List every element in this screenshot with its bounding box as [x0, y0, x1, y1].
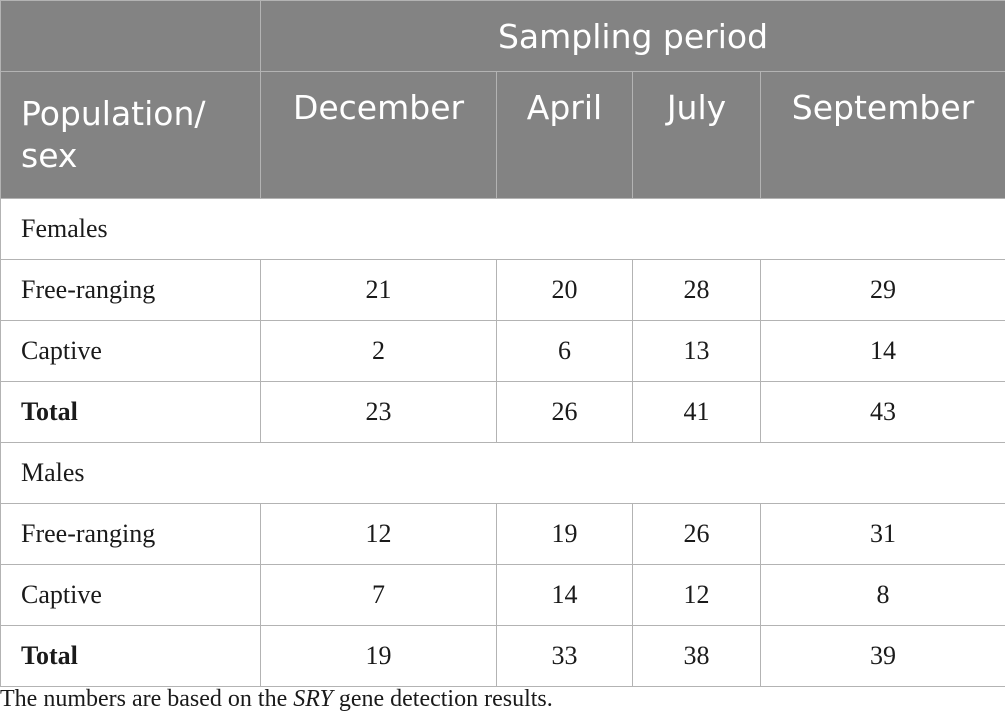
cell-value: 28 [632, 259, 761, 321]
header-december: December [260, 71, 497, 199]
sex-header-line: sex [21, 136, 78, 175]
table-footnote: The numbers are based on the SRY gene de… [0, 686, 553, 713]
table-row: Free-ranging 21 20 28 29 [0, 259, 1005, 321]
footnote-after: gene detection results. [332, 686, 553, 712]
cell-value: 38 [632, 625, 761, 687]
total-row: Total 23 26 41 43 [0, 381, 1005, 443]
cell-value: 13 [632, 320, 761, 382]
cell-value: 41 [632, 381, 761, 443]
group-row-males: Males [0, 442, 1005, 504]
header-empty-cell [0, 0, 261, 72]
group-label-males: Males [0, 442, 1005, 504]
cell-value: 14 [759, 320, 1005, 382]
header-july: July [632, 71, 761, 199]
total-row: Total 19 33 38 39 [0, 625, 1005, 687]
group-label-females: Females [0, 198, 1005, 260]
cell-value: 12 [260, 503, 497, 565]
header-september: September [759, 71, 1005, 199]
cell-value: 21 [260, 259, 497, 321]
group-row-females: Females [0, 198, 1005, 260]
row-label: Free-ranging [0, 503, 261, 565]
sampling-table: Sampling period Population/ sex December… [0, 0, 1005, 687]
cell-value: 20 [496, 259, 633, 321]
table-header: Sampling period Population/ sex December… [0, 0, 1005, 199]
cell-value: 14 [496, 564, 633, 626]
footnote-before: The numbers are based on the [0, 686, 294, 712]
cell-value: 43 [759, 381, 1005, 443]
cell-value: 7 [260, 564, 497, 626]
total-label: Total [0, 625, 261, 687]
cell-value: 31 [759, 503, 1005, 565]
row-label: Captive [0, 320, 261, 382]
cell-value: 33 [496, 625, 633, 687]
header-april: April [496, 71, 633, 199]
table-body: Females Free-ranging 21 20 28 29 Captive… [0, 198, 1005, 687]
cell-value: 29 [759, 259, 1005, 321]
row-label: Captive [0, 564, 261, 626]
footnote-gene: SRY [293, 686, 333, 712]
table-row: Captive 7 14 12 8 [0, 564, 1005, 626]
cell-value: 19 [496, 503, 633, 565]
cell-value: 2 [260, 320, 497, 382]
row-label: Free-ranging [0, 259, 261, 321]
population-header-line: Population/ [21, 94, 206, 133]
cell-value: 6 [496, 320, 633, 382]
total-label: Total [0, 381, 261, 443]
sampling-period-header: Sampling period [259, 0, 1005, 72]
cell-value: 8 [759, 564, 1005, 626]
cell-value: 26 [496, 381, 633, 443]
cell-value: 12 [632, 564, 761, 626]
table-row: Free-ranging 12 19 26 31 [0, 503, 1005, 565]
cell-value: 19 [260, 625, 497, 687]
population-sex-header: Population/ sex [0, 71, 261, 199]
table-row: Captive 2 6 13 14 [0, 320, 1005, 382]
cell-value: 39 [759, 625, 1005, 687]
cell-value: 26 [632, 503, 761, 565]
cell-value: 23 [260, 381, 497, 443]
data-table-container: Sampling period Population/ sex December… [0, 0, 1005, 687]
